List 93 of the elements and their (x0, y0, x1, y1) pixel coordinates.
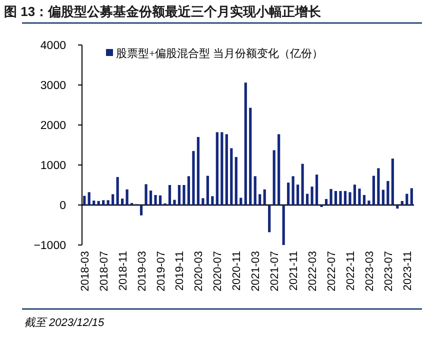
bar (234, 157, 238, 205)
bar (206, 176, 209, 205)
bar (144, 184, 148, 205)
bar (158, 195, 162, 205)
x-tick-label: 2020-07 (212, 251, 224, 292)
bar (97, 201, 100, 205)
bar (187, 176, 190, 205)
x-tick-label: 2022-07 (326, 251, 338, 292)
bar (102, 200, 105, 205)
bar (173, 200, 176, 205)
x-tick-label: 2020-03 (193, 251, 206, 292)
bar (391, 158, 394, 205)
bar (268, 205, 271, 232)
bar (368, 200, 370, 205)
bar (178, 185, 181, 205)
bar (140, 205, 143, 216)
x-tick-label: 2022-03 (307, 251, 320, 292)
x-tick-label: 2023-11 (402, 251, 414, 291)
x-tick-label: 2018-03 (79, 251, 92, 292)
bar (377, 168, 380, 205)
bar (258, 194, 262, 205)
legend-label: 股票型+偏股混合型 当月份额变化（亿份） (116, 47, 323, 60)
bar (254, 176, 256, 205)
x-tick-label: 2021-03 (250, 251, 262, 292)
bar (182, 185, 186, 205)
bar (154, 195, 157, 205)
bar (106, 200, 110, 205)
bar (88, 192, 90, 205)
bar (324, 199, 328, 205)
bar (263, 189, 266, 205)
bar (278, 134, 280, 205)
bar (149, 190, 152, 205)
x-tick-label: 2021-07 (269, 251, 282, 292)
bar (358, 188, 361, 205)
bar (386, 181, 390, 205)
bar (282, 205, 285, 245)
bar (272, 150, 276, 205)
bar (202, 198, 204, 205)
bar (348, 192, 352, 205)
bar (216, 132, 218, 205)
x-tick-label: 2018-07 (98, 251, 110, 292)
bar (382, 190, 384, 205)
y-tick-label: 4000 (40, 40, 66, 52)
x-tick-label: 2023-07 (382, 251, 395, 292)
x-tick-label: 2023-03 (364, 251, 376, 292)
x-tick-label: 2019-07 (155, 251, 168, 292)
bar (353, 184, 356, 205)
bar (112, 194, 114, 205)
bar (344, 191, 347, 205)
bar (301, 164, 304, 205)
bar (406, 194, 408, 205)
x-tick-label: 2022-11 (344, 251, 357, 291)
bar (400, 201, 404, 205)
bar (230, 148, 233, 205)
bar (244, 82, 247, 205)
x-tick-label: 2021-11 (288, 251, 300, 291)
bar (92, 200, 96, 205)
bar (249, 108, 252, 205)
bar (306, 194, 309, 205)
bar (220, 132, 224, 205)
bar (168, 185, 172, 205)
bar (330, 189, 332, 205)
y-tick-label: −1000 (34, 240, 66, 252)
y-tick-label: 3000 (40, 80, 66, 92)
bar (192, 151, 195, 205)
bar (372, 176, 375, 205)
bar (240, 198, 242, 205)
bar (315, 174, 318, 205)
x-tick-label: 2019-11 (174, 251, 186, 291)
x-tick-label: 2020-11 (231, 251, 244, 291)
bar (310, 186, 314, 205)
x-tick-label: 2018-11 (117, 251, 130, 291)
y-tick-label: 1000 (40, 160, 66, 172)
chart-title: 图 13：偏股型公募基金份额最近三个月实现小幅正增长 (4, 4, 322, 19)
bar (121, 198, 124, 205)
bar (126, 189, 128, 205)
bar (410, 188, 413, 205)
text: 截至 2023/12/15 (24, 316, 105, 329)
bar (362, 195, 366, 205)
bar (116, 177, 119, 205)
bar (83, 196, 86, 205)
bar (296, 184, 300, 205)
y-tick-label: 2000 (40, 120, 66, 132)
bar (225, 134, 228, 205)
bar (196, 137, 200, 205)
bar (334, 191, 338, 205)
bar (396, 205, 399, 209)
x-tick-label: 2019-03 (136, 251, 148, 292)
y-tick-label: 0 (60, 200, 66, 212)
bar (339, 191, 342, 205)
bar (292, 176, 294, 205)
bar (211, 196, 214, 205)
bar (287, 182, 290, 205)
